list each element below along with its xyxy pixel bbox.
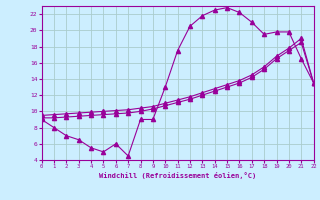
X-axis label: Windchill (Refroidissement éolien,°C): Windchill (Refroidissement éolien,°C) bbox=[99, 172, 256, 179]
